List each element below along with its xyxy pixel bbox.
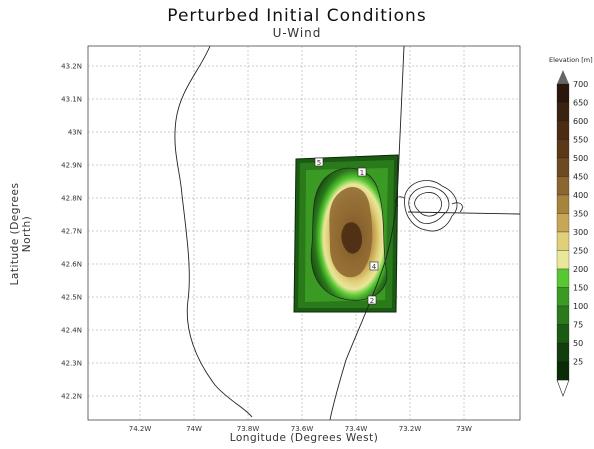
colorbar-level-label: 200 xyxy=(573,265,588,274)
colorbar-level-label: 400 xyxy=(573,191,588,200)
y-tick-label: 42.3N xyxy=(61,360,82,368)
station-marker: 5 xyxy=(314,157,324,167)
colorbar-cell xyxy=(556,102,570,122)
elevation-colorbar: Elevation [m] 700 650 600 550 500 450 400 350 30… xyxy=(549,56,593,397)
y-tick-label: 42.6N xyxy=(61,261,82,269)
colorbar-cell xyxy=(556,342,570,362)
x-tick-label: 73.6W xyxy=(291,425,314,433)
colorbar-level-label: 25 xyxy=(573,358,583,367)
colorbar-cell xyxy=(556,157,570,177)
station-marker: 2 xyxy=(367,295,377,305)
y-tick-label: 42.4N xyxy=(61,327,82,335)
colorbar-cell xyxy=(556,83,570,103)
colorbar-level-label: 500 xyxy=(573,154,588,163)
y-tick-label: 42.5N xyxy=(61,294,82,302)
colorbar-level-label: 300 xyxy=(573,228,588,237)
colorbar-cell xyxy=(556,231,570,251)
plot-frame xyxy=(87,45,521,421)
contour-cluster xyxy=(395,180,463,232)
colorbar-cell xyxy=(556,361,570,381)
colorbar-cell xyxy=(556,213,570,233)
station-marker-label: 1 xyxy=(360,169,364,177)
station-marker-label: 5 xyxy=(317,159,321,167)
colorbar-cell xyxy=(556,268,570,288)
station-marker-label: 4 xyxy=(372,263,377,271)
station-marker: 4 xyxy=(369,261,379,271)
colorbar-title: Elevation [m] xyxy=(549,56,593,64)
colorbar-level-label: 600 xyxy=(573,117,588,126)
station-marker-label: 2 xyxy=(370,297,374,305)
colorbar-max-arrow xyxy=(557,70,569,84)
y-tick-label: 42.9N xyxy=(61,162,82,170)
colorbar-cell xyxy=(556,287,570,307)
colorbar-cell xyxy=(556,305,570,325)
station-marker: 1 xyxy=(357,167,367,177)
colorbar-cell xyxy=(556,176,570,196)
x-tick-label: 73.2W xyxy=(399,425,422,433)
y-tick-label: 43.1N xyxy=(61,96,82,104)
colorbar-cell xyxy=(556,194,570,214)
colorbar-min-arrow xyxy=(556,379,570,397)
y-tick-label: 42.7N xyxy=(61,228,82,236)
x-tick-label: 74.2W xyxy=(129,425,152,433)
colorbar-cell xyxy=(556,250,570,270)
station-markers: 5 1 4 2 xyxy=(314,157,379,305)
colorbar-level-label: 450 xyxy=(573,173,588,182)
x-tick-label: 73.4W xyxy=(345,425,368,433)
y-tick-label: 43.2N xyxy=(61,63,82,71)
colorbar-level-label: 700 xyxy=(573,80,588,89)
colorbar-level-label: 75 xyxy=(573,321,583,330)
colorbar-level-label: 50 xyxy=(573,339,583,348)
colorbar-level-label: 650 xyxy=(573,99,588,108)
boundary-lines xyxy=(174,45,521,421)
colorbar-level-label: 250 xyxy=(573,247,588,256)
colorbar-level-label: 550 xyxy=(573,136,588,145)
x-tick-label: 73W xyxy=(456,425,472,433)
y-tick-label: 42.2N xyxy=(61,393,82,401)
map-title: Perturbed Initial Conditions xyxy=(167,6,427,26)
colorbar-cell xyxy=(556,120,570,140)
colorbar-level-label: 150 xyxy=(573,284,588,293)
colorbar-cell xyxy=(556,324,570,344)
y-tick-label: 43N xyxy=(68,129,82,137)
y-tick-labels: 43.2N 43.1N 43N 42.9N 42.8N 42.7N 42.6N 42.5N 42… xyxy=(61,63,82,401)
terrain-elevation-field xyxy=(293,154,399,313)
map-subtitle: U-Wind xyxy=(272,26,322,40)
colorbar-level-label: 100 xyxy=(573,302,588,311)
x-axis-label: Longitude (Degrees West) xyxy=(229,432,379,444)
x-tick-label: 74W xyxy=(186,425,202,433)
colorbar-level-label: 350 xyxy=(573,210,588,219)
x-tick-labels: 74.2W 74W 73.8W 73.6W 73.4W 73.2W 73W xyxy=(129,425,472,433)
x-tick-label: 73.8W xyxy=(237,425,260,433)
colorbar-cell xyxy=(556,139,570,159)
y-tick-label: 42.8N xyxy=(61,195,82,203)
